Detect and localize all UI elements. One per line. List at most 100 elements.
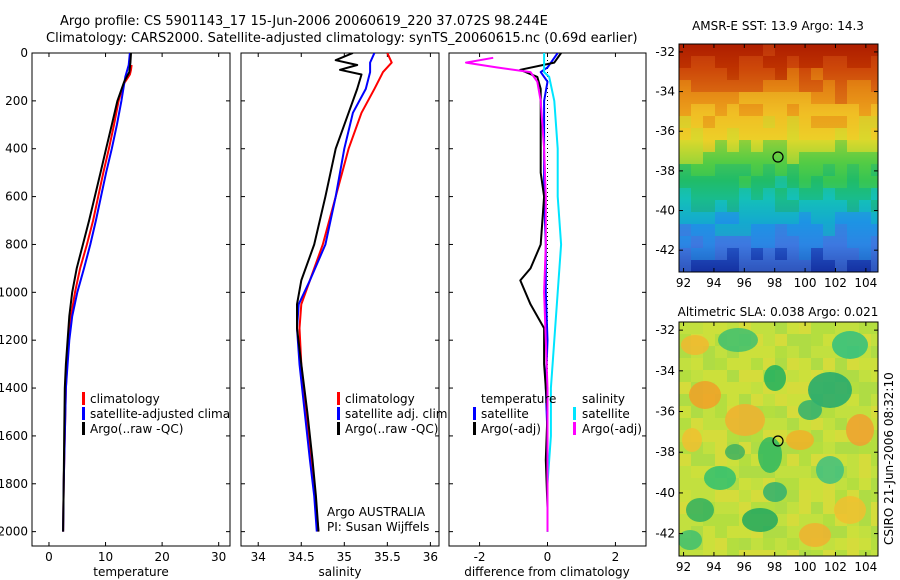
temperature-xlabel: temperature bbox=[93, 565, 168, 579]
sla-cell bbox=[835, 430, 847, 442]
y-tick-label: -38 bbox=[655, 164, 675, 178]
sla-anomaly bbox=[742, 508, 778, 532]
sst-cell bbox=[799, 200, 811, 212]
sst-cell bbox=[871, 260, 878, 272]
sst-cell bbox=[787, 212, 799, 224]
credit-text: CSIRO 21-Jun-2006 08:32:10 bbox=[882, 372, 896, 545]
sla-cell bbox=[847, 466, 859, 478]
sst-cell bbox=[703, 140, 715, 152]
series-line-satellite-adjusted-climatology bbox=[62, 53, 131, 532]
sst-cell bbox=[763, 80, 775, 92]
sst-cell bbox=[787, 200, 799, 212]
sst-cell bbox=[739, 140, 751, 152]
sst-cell bbox=[859, 56, 871, 68]
sla-anomaly bbox=[834, 496, 866, 524]
y-tick-label: -42 bbox=[655, 243, 675, 257]
sst-cell bbox=[703, 116, 715, 128]
sst-cell bbox=[787, 224, 799, 236]
difference-legend-temp-1: satellite bbox=[481, 407, 529, 421]
y-tick-label: -32 bbox=[655, 45, 675, 59]
sst-cell bbox=[847, 260, 859, 272]
sst-cell bbox=[775, 68, 787, 80]
sla-cell bbox=[811, 502, 823, 514]
sla-cell bbox=[691, 466, 703, 478]
sst-cell bbox=[859, 104, 871, 116]
sla-cell bbox=[775, 466, 787, 478]
sla-cell bbox=[835, 418, 847, 430]
salinity-panel: 34 34.5 35 35.5 36 salinity climatology sate… bbox=[240, 52, 451, 579]
sst-cell bbox=[835, 116, 847, 128]
sst-cell bbox=[835, 92, 847, 104]
sla-cell bbox=[691, 358, 703, 370]
sst-cell bbox=[679, 44, 691, 56]
sla-cell bbox=[763, 346, 775, 358]
sla-cell bbox=[811, 430, 823, 442]
sst-cell bbox=[811, 248, 823, 260]
sst-cell bbox=[739, 104, 751, 116]
sst-cell bbox=[859, 92, 871, 104]
sst-cell bbox=[871, 68, 878, 80]
x-tick-label: 104 bbox=[854, 560, 877, 574]
sst-cell bbox=[775, 212, 787, 224]
sst-cell bbox=[715, 80, 727, 92]
sst-cell bbox=[811, 164, 823, 176]
sla-cell bbox=[799, 346, 811, 358]
sla-cell bbox=[703, 322, 715, 334]
sla-cell bbox=[691, 418, 703, 430]
sla-cell bbox=[751, 346, 763, 358]
sst-cell bbox=[763, 92, 775, 104]
sst-cell bbox=[859, 164, 871, 176]
difference-legend-sal-heading: salinity bbox=[582, 392, 625, 406]
x-tick-label: 102 bbox=[824, 276, 847, 290]
sla-cell bbox=[859, 370, 871, 382]
sla-cell bbox=[847, 454, 859, 466]
y-tick-label: 1400 bbox=[0, 381, 28, 395]
sla-cell bbox=[787, 490, 799, 502]
sla-cell bbox=[787, 334, 799, 346]
sla-anomaly bbox=[689, 381, 721, 409]
salinity-xlabel: salinity bbox=[318, 565, 361, 579]
sla-cell bbox=[679, 550, 691, 556]
sla-cell bbox=[751, 478, 763, 490]
sla-cell bbox=[871, 370, 878, 382]
sst-cell bbox=[751, 212, 763, 224]
sst-cell bbox=[739, 248, 751, 260]
sst-cell bbox=[799, 92, 811, 104]
sla-cell bbox=[787, 382, 799, 394]
sla-cell bbox=[703, 430, 715, 442]
sla-cell bbox=[715, 454, 727, 466]
sst-cell bbox=[763, 164, 775, 176]
sla-cell bbox=[811, 346, 823, 358]
sst-cell bbox=[787, 92, 799, 104]
sst-cell bbox=[727, 44, 739, 56]
sla-cell bbox=[859, 322, 871, 334]
sst-cell bbox=[811, 104, 823, 116]
sst-cell bbox=[799, 44, 811, 56]
sst-cell bbox=[691, 248, 703, 260]
sla-cell bbox=[871, 442, 878, 454]
sla-cell bbox=[739, 538, 751, 550]
sla-cell bbox=[811, 322, 823, 334]
sst-cell bbox=[751, 44, 763, 56]
x-tick-label: 0 bbox=[45, 550, 53, 564]
sst-cell bbox=[835, 188, 847, 200]
sst-cell bbox=[739, 224, 751, 236]
series-line-climatology bbox=[298, 53, 393, 532]
y-tick-label: -38 bbox=[655, 445, 675, 459]
sla-cell bbox=[811, 334, 823, 346]
x-tick-label: 35 bbox=[337, 550, 352, 564]
sst-cell bbox=[835, 236, 847, 248]
sst-cell bbox=[823, 128, 835, 140]
sst-cell bbox=[811, 92, 823, 104]
sst-cell bbox=[775, 200, 787, 212]
sst-cell bbox=[799, 116, 811, 128]
sla-cell bbox=[823, 502, 835, 514]
y-tick-label: 2000 bbox=[0, 525, 28, 539]
x-tick-label: 36 bbox=[423, 550, 438, 564]
sla-cell bbox=[835, 406, 847, 418]
sla-cell bbox=[679, 382, 691, 394]
sst-cell bbox=[859, 200, 871, 212]
sst-map-title: AMSR-E SST: 13.9 Argo: 14.3 bbox=[692, 19, 864, 33]
sst-cell bbox=[847, 44, 859, 56]
sst-cell bbox=[727, 212, 739, 224]
